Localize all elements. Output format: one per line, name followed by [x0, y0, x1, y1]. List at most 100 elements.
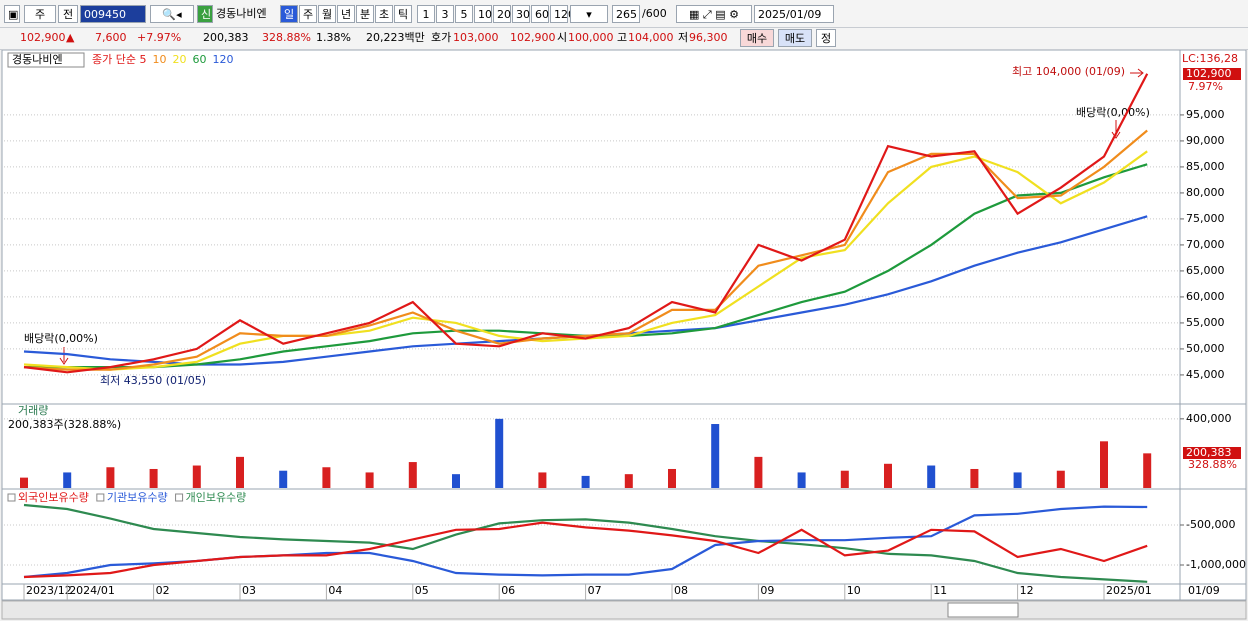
volume-bar	[1100, 441, 1108, 488]
interval-button[interactable]: 30	[512, 5, 530, 23]
correct-button[interactable]: 정	[816, 29, 836, 47]
interval-button[interactable]: 10	[474, 5, 492, 23]
period-button[interactable]: 년	[337, 5, 355, 23]
count-input[interactable]: 265	[612, 5, 640, 23]
y-tick-label: 55,000	[1186, 316, 1225, 329]
stock-name: 경동나비엔	[216, 7, 267, 20]
y-tick-label: 90,000	[1186, 134, 1225, 147]
code-input[interactable]: 009450	[80, 5, 146, 23]
rate: +7.97%	[137, 31, 182, 44]
volume-bar	[624, 474, 633, 488]
icon[interactable]: ▣	[4, 5, 20, 23]
low-label: 최저 43,550 (01/05)	[100, 374, 206, 387]
volume-bar	[884, 463, 892, 488]
x-tick-label: 08	[674, 584, 688, 597]
credit-badge: 신	[197, 5, 213, 23]
x-tick-label: 09	[760, 584, 774, 597]
legend-label: 종가 단순 5	[92, 53, 146, 66]
last-volume-box	[1183, 447, 1241, 459]
last-volume-label: 200,383	[1186, 446, 1232, 459]
series-line	[23, 503, 1148, 583]
x-tick-label: 2024/01	[69, 584, 115, 597]
volume-bar	[538, 472, 547, 488]
volume-ratio: 328.88%	[262, 31, 311, 44]
x-tick-label: 10	[847, 584, 861, 597]
period-button[interactable]: 일	[280, 5, 298, 23]
scope-button[interactable]: 전	[58, 5, 78, 23]
legend-label: 60	[192, 53, 206, 66]
buy-button[interactable]: 매수	[740, 29, 774, 47]
volume-bar	[840, 470, 849, 488]
y-tick-label: -1,000,000	[1186, 558, 1246, 571]
volume-bar	[668, 468, 676, 488]
y-tick-label: 85,000	[1186, 160, 1225, 173]
tool-icons[interactable]: ▦ ⤢ ▤ ⚙	[676, 5, 752, 23]
legend-swatch	[175, 493, 184, 502]
period-button[interactable]: 틱	[394, 5, 412, 23]
interval-button[interactable]: 5	[455, 5, 473, 23]
y-tick-label: 60,000	[1186, 290, 1225, 303]
interval-button[interactable]: 60	[531, 5, 549, 23]
volume-bar	[1013, 472, 1022, 488]
change: 7,600	[95, 31, 127, 44]
volume-bar	[1056, 470, 1065, 488]
x-tick-label: 06	[501, 584, 515, 597]
volume-bar	[581, 475, 590, 488]
period-button[interactable]: 월	[318, 5, 336, 23]
quote-bar: 102,900 ▲ 7,600 +7.97% 200,383 328.88% 1…	[0, 28, 1248, 50]
dropdown[interactable]: ▾	[570, 5, 608, 23]
legend-label: 외국인보유수량	[18, 491, 89, 504]
title-box	[7, 52, 85, 68]
volume: 200,383	[203, 31, 249, 44]
interval-button[interactable]: 20	[493, 5, 511, 23]
volume-bar	[192, 465, 201, 488]
bid: 102,900	[510, 31, 556, 44]
volume-bar	[797, 472, 806, 488]
volume-bar	[711, 424, 720, 488]
volume-title: 거래량	[18, 404, 48, 417]
chart-title: 경동나비엔	[12, 53, 63, 66]
legend-label: 기관보유수량	[107, 491, 168, 504]
market-select[interactable]: 주	[24, 5, 56, 23]
ask: 103,000	[453, 31, 499, 44]
sell-button[interactable]: 매도	[778, 29, 812, 47]
x-tick-label: 04	[328, 584, 342, 597]
scrollbar[interactable]	[1, 600, 1247, 620]
volume-bar	[927, 465, 936, 488]
y-tick-label: 75,000	[1186, 212, 1225, 225]
legend-label: 10	[152, 53, 166, 66]
interval-button[interactable]: 120	[550, 5, 575, 23]
period-button[interactable]: 분	[356, 5, 374, 23]
interval-button[interactable]: 3	[436, 5, 454, 23]
x-tick-label: 03	[242, 584, 256, 597]
y-tick-label: 400,000	[1186, 412, 1232, 425]
x-tick-label: 11	[933, 584, 947, 597]
scroll-thumb[interactable]	[947, 602, 1019, 618]
dividend-label: 배당락(0,00%)	[1076, 106, 1150, 119]
tool-icons[interactable]: 🔍◂	[150, 5, 194, 23]
low: 96,300	[689, 31, 728, 44]
volume-subtitle: 200,383주(328.88%)	[8, 418, 121, 431]
interval-button[interactable]: 1	[417, 5, 435, 23]
high-label: 최고 104,000 (01/09)	[1012, 65, 1125, 78]
legend: 외국인보유수량 기관보유수량 개인보유수량	[7, 491, 246, 504]
period-button[interactable]: 초	[375, 5, 393, 23]
y-tick-label: 95,000	[1186, 108, 1225, 121]
last-price-box	[1183, 68, 1241, 80]
y-tick-label: 80,000	[1186, 186, 1225, 199]
turnover: 1.38%	[316, 31, 351, 44]
last-volume-rate: 328.88%	[1188, 458, 1237, 471]
x-tick-label: 2025/01	[1106, 584, 1152, 597]
volume-bar	[106, 467, 115, 488]
volume-bar	[452, 474, 460, 488]
volume-bar	[970, 468, 979, 488]
volume-bar	[365, 472, 374, 488]
volume-bar	[279, 470, 288, 488]
period-button[interactable]: 주	[299, 5, 317, 23]
ask-label: 호가	[431, 31, 452, 44]
x-tick-label: 2023/12	[26, 584, 72, 597]
volume-bar	[322, 467, 331, 488]
date-input[interactable]: 2025/01/09	[754, 5, 834, 23]
